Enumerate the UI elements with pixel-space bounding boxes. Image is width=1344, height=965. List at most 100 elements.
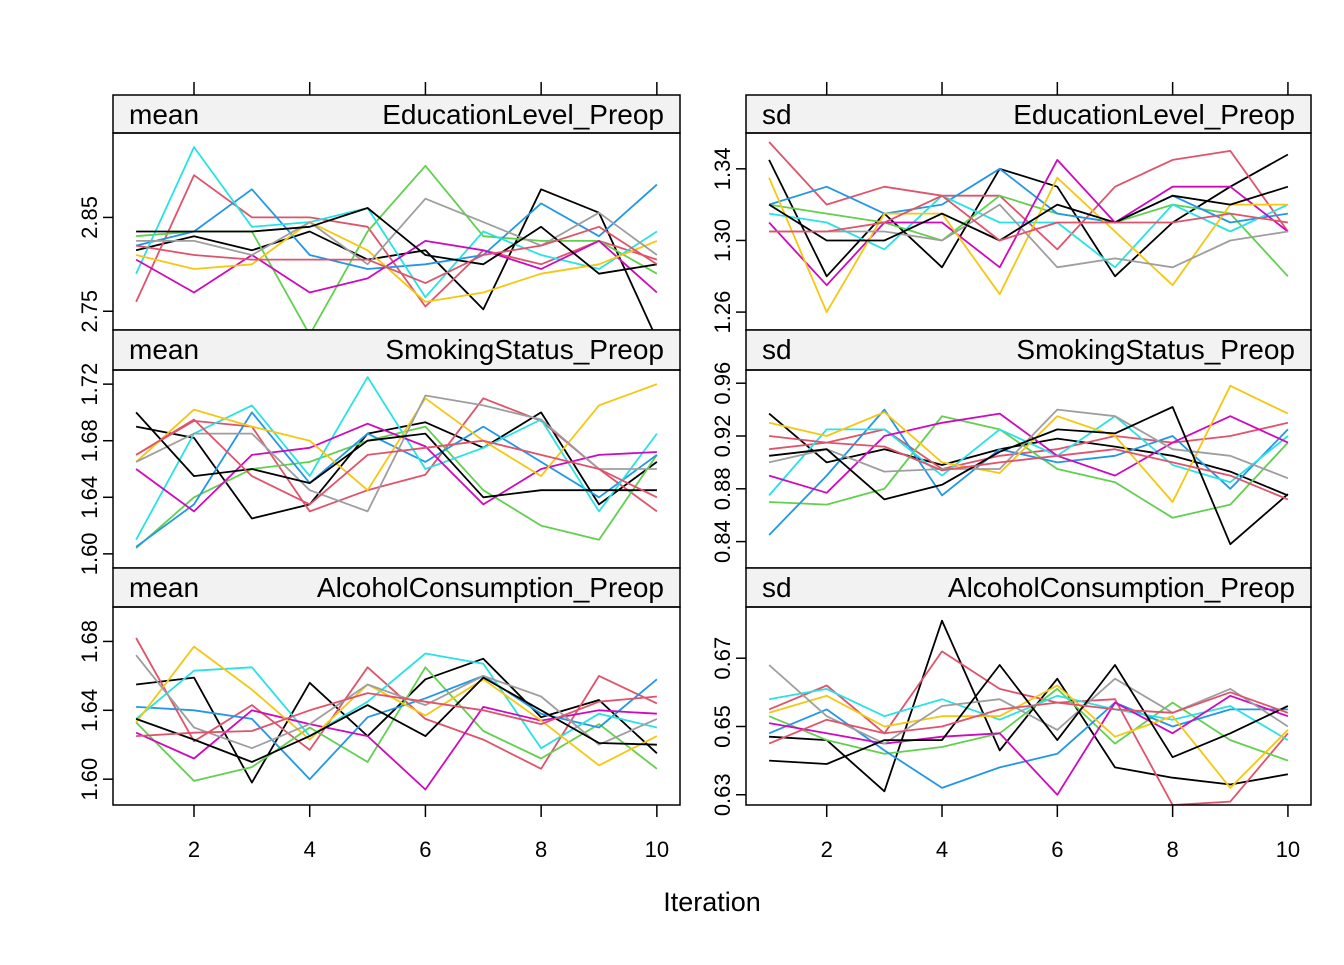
series-line-7 [768,384,1289,503]
series-line-7 [135,645,658,767]
series-line-1 [135,188,654,330]
series-line-9 [769,664,1289,765]
x-tick-label: 4 [304,837,316,862]
x-tick-label: 2 [821,837,833,862]
panel-mean-alcoholconsumption-preop: mean AlcoholConsumption_Preop 1.60 1.64 1.68… [77,567,681,862]
strip-variable-label: AlcoholConsumption_Preop [317,572,664,603]
strip-stat-label: sd [762,334,792,365]
series-line-8 [135,654,658,750]
y-tick-label: 1.34 [710,147,735,190]
series-line-6 [135,239,658,294]
series-line-9 [136,207,658,275]
series-line-10 [135,418,658,506]
series-line-3 [135,666,658,782]
strip-background [112,567,681,608]
strip-variable-label: SmokingStatus_Preop [1016,334,1295,365]
strip-stat-label: mean [129,99,199,130]
series-line-9 [768,406,1289,546]
series-line-5 [135,376,658,541]
y-tick-label: 2.75 [77,290,102,333]
series-lines [135,146,658,330]
strip-stat-label: sd [762,572,792,603]
y-tick-label: 1.68 [77,419,102,462]
y-tick-label: 0.92 [710,415,735,458]
series-line-6 [768,158,1289,287]
series-lines [135,376,658,549]
x-tick-label: 10 [1276,837,1300,862]
strip-background [745,329,1312,371]
y-tick-label: 0.67 [710,637,735,680]
strip-variable-label: EducationLevel_Preop [382,99,664,130]
series-line-1 [135,411,658,520]
strip-variable-label: SmokingStatus_Preop [385,334,664,365]
series-line-5 [135,146,658,299]
x-tick-label: 6 [1051,837,1063,862]
series-line-10 [768,435,1289,501]
series-lines [768,141,1289,314]
series-line-3 [769,415,1289,519]
series-line-3 [768,688,1289,762]
y-tick-label: 1.26 [710,291,735,334]
series-line-7 [135,383,658,492]
y-tick-label: 0.88 [710,467,735,510]
series-line-7 [135,221,658,303]
series-line-2 [768,421,1289,470]
y-tick-label: 1.30 [710,219,735,262]
series-line-4 [768,408,1289,536]
series-line-7 [768,684,1289,789]
series-lines [768,619,1289,805]
panel-mean-educationlevel-preop: mean EducationLevel_Preop 2.75 2.85 [77,82,681,333]
series-line-2 [135,637,658,770]
series-line-6 [135,706,657,791]
panel-sd-educationlevel-preop: sd EducationLevel_Preop 1.26 1.30 1.34 [710,82,1312,334]
series-line-4 [135,183,658,270]
series-line-9 [135,676,657,763]
series-line-8 [135,394,657,513]
series-line-8 [769,203,1289,269]
x-tick-label: 10 [645,837,669,862]
strip-variable-label: EducationLevel_Preop [1013,99,1295,130]
series-line-10 [769,194,1289,242]
series-line-9 [768,185,1289,242]
plot-frame [745,369,1312,569]
strip-stat-label: mean [129,572,199,603]
series-line-4 [135,411,658,548]
strip-background [112,94,681,134]
y-tick-label: 0.65 [710,705,735,748]
series-line-10 [136,692,657,737]
series-line-4 [768,167,1289,224]
series-lines [768,384,1289,546]
x-tick-label: 8 [535,837,547,862]
series-line-6 [768,412,1289,494]
y-tick-label: 0.96 [710,362,735,405]
y-tick-label: 1.64 [77,689,102,732]
y-tick-label: 0.84 [710,520,735,563]
x-tick-label: 2 [188,837,200,862]
x-tick-label: 4 [936,837,948,862]
x-axis-label: Iteration [663,887,761,917]
strip-background [112,329,681,371]
series-line-6 [768,694,1289,796]
plot-frame [745,606,1312,806]
y-tick-label: 2.85 [77,196,102,239]
series-line-8 [768,408,1289,480]
strip-variable-label: AlcoholConsumption_Preop [948,572,1295,603]
panel-mean-smokingstatus-preop: mean SmokingStatus_Preop 1.60 1.64 1.68 1.72 [77,329,681,575]
series-line-1 [768,153,1289,278]
y-tick-label: 1.60 [77,758,102,801]
panel-sd-alcoholconsumption-preop: sd AlcoholConsumption_Preop 0.63 0.65 0.67 2 4… [710,567,1312,862]
y-tick-label: 1.68 [77,620,102,663]
plot-frame [112,606,681,806]
series-line-2 [768,650,1289,805]
y-tick-label: 0.63 [710,773,735,816]
strip-stat-label: mean [129,334,199,365]
x-tick-label: 8 [1167,837,1179,862]
x-tick-label: 6 [419,837,431,862]
strip-background [745,94,1312,134]
strip-background [745,567,1312,608]
panel-sd-smokingstatus-preop: sd SmokingStatus_Preop 0.84 0.88 0.92 0.96 [710,329,1312,569]
series-line-10 [768,691,1289,745]
series-line-5 [768,688,1289,741]
